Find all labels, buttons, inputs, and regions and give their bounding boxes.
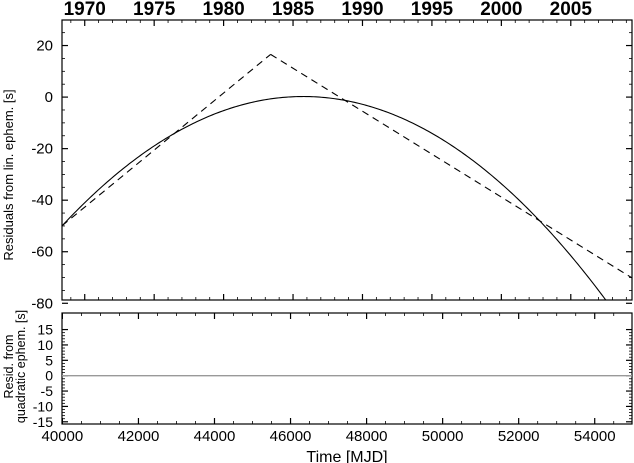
svg-text:48000: 48000 bbox=[346, 428, 388, 445]
svg-text:0: 0 bbox=[45, 368, 53, 384]
svg-text:1995: 1995 bbox=[411, 0, 454, 20]
svg-text:1990: 1990 bbox=[341, 0, 383, 20]
svg-text:50000: 50000 bbox=[422, 428, 464, 445]
svg-text:2005: 2005 bbox=[550, 0, 593, 20]
svg-text:Residuals from lin. ephem. [s]: Residuals from lin. ephem. [s] bbox=[1, 89, 16, 260]
svg-text:0: 0 bbox=[45, 89, 53, 106]
svg-text:1980: 1980 bbox=[202, 0, 244, 20]
svg-text:quadratic ephem. [s]: quadratic ephem. [s] bbox=[14, 310, 28, 423]
svg-text:46000: 46000 bbox=[270, 428, 312, 445]
svg-text:42000: 42000 bbox=[118, 428, 160, 445]
svg-text:10: 10 bbox=[37, 337, 53, 353]
svg-text:52000: 52000 bbox=[498, 428, 540, 445]
svg-text:15: 15 bbox=[37, 322, 53, 338]
svg-text:-20: -20 bbox=[31, 141, 53, 158]
svg-text:54000: 54000 bbox=[574, 428, 616, 445]
svg-text:-60: -60 bbox=[31, 244, 53, 261]
svg-text:5: 5 bbox=[45, 352, 53, 368]
svg-text:1970: 1970 bbox=[64, 0, 106, 20]
svg-text:1985: 1985 bbox=[272, 0, 315, 20]
svg-text:Time [MJD]: Time [MJD] bbox=[306, 449, 387, 463]
svg-text:-5: -5 bbox=[41, 383, 54, 399]
svg-text:44000: 44000 bbox=[194, 428, 236, 445]
svg-text:-40: -40 bbox=[31, 192, 53, 209]
svg-text:20: 20 bbox=[36, 38, 53, 55]
svg-text:40000: 40000 bbox=[42, 428, 84, 445]
svg-text:1975: 1975 bbox=[133, 0, 176, 20]
svg-text:-10: -10 bbox=[33, 398, 53, 414]
svg-text:-80: -80 bbox=[31, 295, 53, 312]
svg-text:2000: 2000 bbox=[480, 0, 522, 20]
svg-text:-15: -15 bbox=[33, 414, 53, 430]
